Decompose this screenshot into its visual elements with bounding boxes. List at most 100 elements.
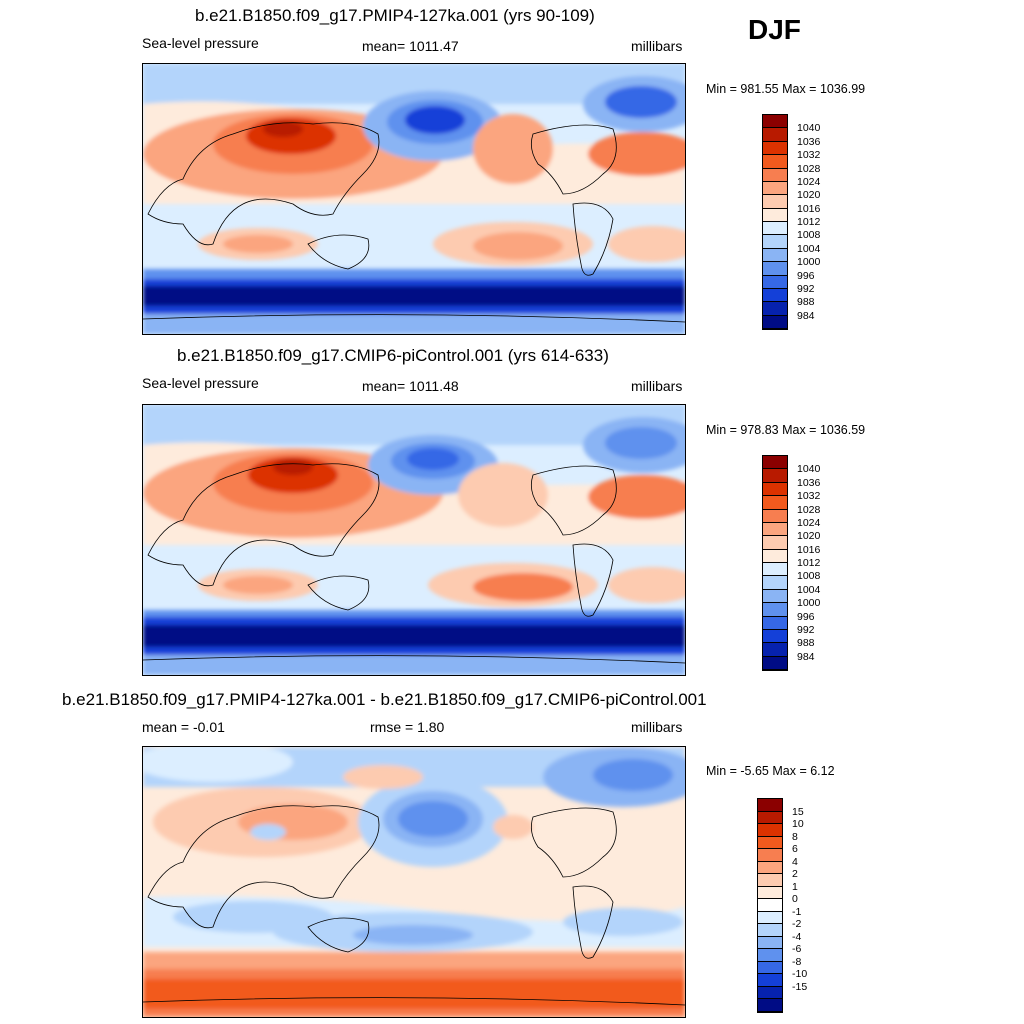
- colorbar-box: [758, 811, 782, 825]
- colorbar-box: [763, 656, 787, 670]
- colorbar-label: -4: [792, 930, 802, 943]
- colorbar-box: [758, 886, 782, 900]
- colorbar-box: [763, 576, 787, 590]
- colorbar-box: [763, 315, 787, 329]
- colorbar-label: 1016: [797, 543, 821, 556]
- colorbar-label: 984: [797, 650, 815, 663]
- panel-1-title: b.e21.B1850.f09_g17.PMIP4-127ka.001 (yrs…: [195, 6, 595, 25]
- colorbar-label: 1020: [797, 189, 821, 202]
- colorbar-label: 1024: [797, 516, 821, 529]
- panel-2-minmax: Min = 978.83 Max = 1036.59: [706, 423, 866, 437]
- colorbar-box: [758, 911, 782, 925]
- colorbar-label: 1024: [797, 175, 821, 188]
- colorbar-box: [763, 643, 787, 657]
- season-label: DJF: [748, 14, 801, 45]
- colorbar-label: 984: [797, 309, 815, 322]
- colorbar-box: [758, 999, 782, 1012]
- colorbar-box: [758, 799, 782, 812]
- panel-3-map: [142, 746, 686, 1018]
- colorbar-label: 1016: [797, 202, 821, 215]
- panel-3-colorbar: 15 10 8 6 4 2 1 0 -1 -2 -4 -6 -8 -10 -15: [757, 798, 807, 1013]
- colorbar-label: 1008: [797, 229, 821, 242]
- colorbar-box: [758, 874, 782, 887]
- colorbar-label: 1012: [797, 216, 821, 228]
- colorbar-box: [763, 181, 787, 196]
- colorbar-box: [763, 235, 787, 249]
- colorbar-label: 1028: [797, 503, 821, 516]
- colorbar-box: [763, 629, 787, 644]
- colorbar-label: -8: [792, 955, 802, 968]
- colorbar-label: -15: [792, 980, 808, 993]
- colorbar-box: [763, 616, 787, 630]
- colorbar-box: [758, 899, 782, 912]
- colorbar-label: 0: [792, 893, 798, 906]
- colorbar-box: [758, 861, 782, 875]
- panel-2-map: [142, 404, 686, 676]
- colorbar-label: 1028: [797, 162, 821, 175]
- colorbar-box: [763, 603, 787, 617]
- colorbar-label: 8: [792, 830, 798, 843]
- colorbar-box: [763, 456, 787, 470]
- colorbar-label: 2: [792, 868, 798, 881]
- colorbar-box: [763, 115, 787, 129]
- panel-1-variable-label: Sea-level pressure: [142, 35, 259, 51]
- colorbar-box: [758, 836, 782, 850]
- colorbar-box: [763, 496, 787, 510]
- colorbar-box: [763, 155, 787, 169]
- colorbar-label: 992: [797, 282, 815, 295]
- colorbar-label: 1012: [797, 557, 821, 569]
- colorbar-label: -6: [792, 943, 802, 956]
- panel-2-title: b.e21.B1850.f09_g17.CMIP6-piControl.001 …: [177, 346, 609, 365]
- colorbar-box: [763, 469, 787, 483]
- colorbar-label: 988: [797, 296, 815, 309]
- colorbar-box: [763, 536, 787, 550]
- colorbar-box: [763, 128, 787, 142]
- colorbar-label: 1040: [797, 463, 821, 476]
- panel-2-colorbar: 1040 1036 1032 1028 1024 1020 1016 1012 1008 1004…: [762, 455, 820, 671]
- colorbar-box: [763, 168, 787, 182]
- panel-1-colorbar: 1040 1036 1032 1028 1024 1020 1016 1012 1008 1004…: [762, 114, 820, 330]
- colorbar-box: [758, 924, 782, 937]
- colorbar-label: 1032: [797, 490, 821, 503]
- colorbar-box: [763, 222, 787, 236]
- panel-3-mean-label: mean = -0.01: [142, 719, 225, 735]
- colorbar-box: [763, 302, 787, 316]
- panel-2-units-label: millibars: [631, 378, 683, 394]
- colorbar-label: -1: [792, 905, 802, 918]
- colorbar-label: 1004: [797, 583, 821, 596]
- colorbar-label: 1040: [797, 122, 821, 135]
- colorbar-label: 15: [792, 805, 804, 818]
- colorbar-box: [763, 208, 787, 222]
- colorbar-box: [758, 961, 782, 975]
- colorbar-label: 988: [797, 637, 815, 650]
- colorbar-box: [758, 949, 782, 962]
- colorbar-box: [763, 275, 787, 289]
- colorbar-box: [763, 563, 787, 577]
- colorbar-box: [763, 262, 787, 276]
- colorbar-box: [763, 141, 787, 156]
- colorbar-box: [763, 195, 787, 209]
- panel-3-title: b.e21.B1850.f09_g17.PMIP4-127ka.001 - b.…: [62, 690, 707, 709]
- panel-3-units-label: millibars: [631, 719, 683, 735]
- colorbar-box: [763, 509, 787, 523]
- panel-2-mean-label: mean= 1011.48: [362, 378, 459, 394]
- colorbar-label: 1032: [797, 149, 821, 162]
- colorbar-box: [763, 288, 787, 303]
- colorbar-label: 1: [792, 880, 798, 893]
- colorbar-label: -10: [792, 968, 808, 981]
- colorbar-box: [758, 849, 782, 862]
- panel-3-rmse-label: rmse = 1.80: [370, 719, 445, 735]
- colorbar-box: [763, 522, 787, 537]
- panel-1-units-label: millibars: [631, 38, 683, 54]
- colorbar-label: 1004: [797, 242, 821, 255]
- colorbar-label: -2: [792, 918, 802, 931]
- colorbar-label: 10: [792, 818, 804, 831]
- colorbar-label: 1020: [797, 530, 821, 543]
- colorbar-label: 992: [797, 623, 815, 636]
- colorbar-box: [758, 974, 782, 987]
- colorbar-label: 6: [792, 843, 798, 856]
- colorbar-box: [758, 936, 782, 950]
- colorbar-box: [763, 589, 787, 604]
- colorbar-label: 1036: [797, 135, 821, 148]
- colorbar-label: 996: [797, 269, 815, 282]
